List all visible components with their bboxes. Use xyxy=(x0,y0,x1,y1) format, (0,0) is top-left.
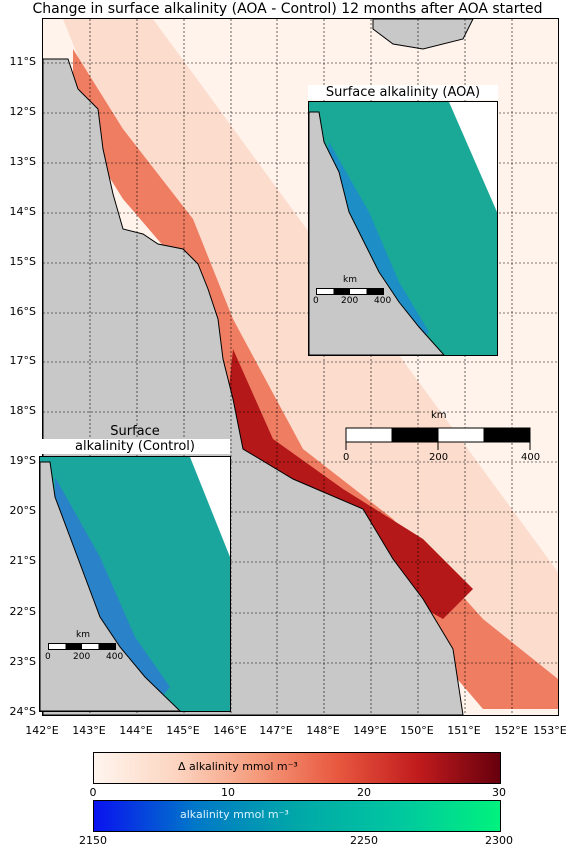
lon-label: 150°E xyxy=(400,724,434,737)
inset-control-title-line2: alkalinity (Control) xyxy=(40,439,230,454)
delta-alkalinity-colorbar xyxy=(93,752,501,784)
lat-label: 14°S xyxy=(9,205,36,218)
lat-label: 11°S xyxy=(9,55,36,68)
inset-control-scalebar-tick: 200 xyxy=(73,652,91,662)
alkalinity-plume-dark xyxy=(228,349,473,619)
lat-label: 15°S xyxy=(9,255,36,268)
inset-aoa-scalebar-tick: 0 xyxy=(313,296,319,306)
lat-label: 17°S xyxy=(9,354,36,367)
lat-label: 22°S xyxy=(9,605,36,618)
land-new-guinea xyxy=(372,19,474,50)
alkalinity-colorbar xyxy=(93,800,501,832)
inset-aoa-scalebar-tick: 400 xyxy=(374,296,392,306)
lon-label: 144°E xyxy=(119,724,153,737)
alkalinity-colorbar-tick: 2300 xyxy=(485,834,513,847)
lon-label: 151°E xyxy=(447,724,481,737)
alkalinity-plume-light xyxy=(63,19,558,709)
lon-label: 143°E xyxy=(72,724,106,737)
alkalinity-plume-mid xyxy=(73,49,558,709)
lat-label: 18°S xyxy=(9,404,36,417)
lat-label: 16°S xyxy=(9,305,36,318)
lat-label: 21°S xyxy=(9,554,36,567)
lon-label: 147°E xyxy=(259,724,293,737)
lon-label: 153°E xyxy=(533,724,567,737)
inset-control-map xyxy=(39,456,231,712)
inset-aoa-scalebar-tick: 200 xyxy=(341,296,359,306)
lon-label: 148°E xyxy=(306,724,340,737)
delta-colorbar-tick: 20 xyxy=(357,786,371,799)
main-scalebar-unit: km xyxy=(431,410,447,421)
main-scalebar xyxy=(345,427,531,450)
delta-colorbar-tick: 0 xyxy=(89,786,97,799)
inset-aoa-scalebar xyxy=(316,288,384,295)
lat-label: 20°S xyxy=(9,504,36,517)
alkalinity-colorbar-tick: 2150 xyxy=(79,834,107,847)
delta-alkalinity-colorbar-label: Δ alkalinity mmol m⁻³ xyxy=(178,760,298,773)
inset-aoa-map xyxy=(308,101,498,356)
inset-control-scalebar-tick: 400 xyxy=(106,652,124,662)
delta-colorbar-tick: 10 xyxy=(221,786,235,799)
lat-label: 19°S xyxy=(9,454,36,467)
alkalinity-colorbar-tick: 2250 xyxy=(350,834,378,847)
lon-label: 149°E xyxy=(353,724,387,737)
inset-aoa-scalebar-unit: km xyxy=(343,275,357,285)
lat-label: 13°S xyxy=(9,155,36,168)
inset-control-scalebar-unit: km xyxy=(76,630,90,640)
inset-control-title-line1: Surface xyxy=(110,424,160,439)
lon-label: 152°E xyxy=(494,724,528,737)
inset-aoa-title: Surface alkalinity (AOA) xyxy=(308,85,498,100)
alkalinity-colorbar-label: alkalinity mmol m⁻³ xyxy=(180,808,289,821)
main-scalebar-tick-0: 0 xyxy=(343,452,350,463)
lat-label: 12°S xyxy=(9,105,36,118)
figure-title: Change in surface alkalinity (AOA - Cont… xyxy=(32,1,543,17)
main-scalebar-tick-200: 200 xyxy=(429,452,449,463)
lon-label: 142°E xyxy=(25,724,59,737)
delta-colorbar-tick: 30 xyxy=(492,786,506,799)
lon-label: 146°E xyxy=(213,724,247,737)
main-scalebar-tick-400: 400 xyxy=(521,452,541,463)
inset-control-scalebar xyxy=(48,643,116,650)
lon-label: 145°E xyxy=(166,724,200,737)
inset-control-scalebar-tick: 0 xyxy=(45,652,51,662)
lat-label: 24°S xyxy=(9,705,36,718)
lat-label: 23°S xyxy=(9,655,36,668)
